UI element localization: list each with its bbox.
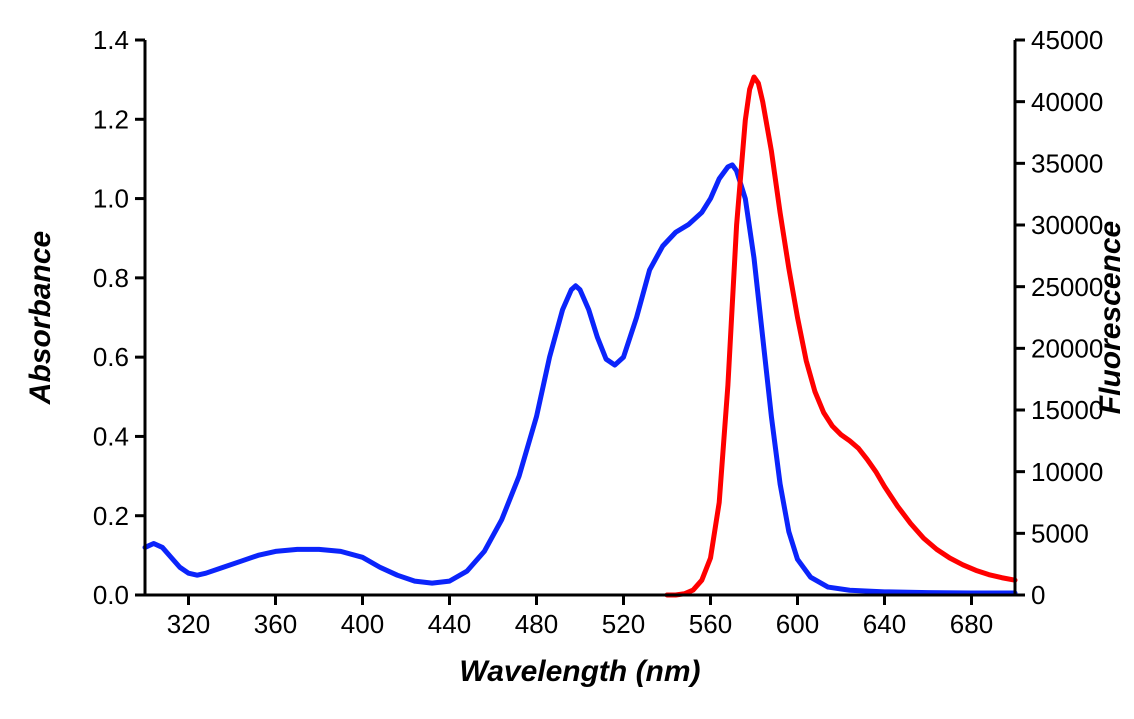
x-tick-label: 360 [254, 609, 297, 639]
y-left-tick-label: 0.6 [93, 342, 129, 372]
y-right-tick-label: 15000 [1031, 395, 1103, 425]
x-tick-label: 440 [428, 609, 471, 639]
x-tick-label: 320 [167, 609, 210, 639]
spectrum-chart: 320 360 400 440 480 520 560 600 640 680 0.0 0.2 0.4 0… [0, 0, 1134, 719]
x-tick-label: 400 [341, 609, 384, 639]
y-right-tick-label: 45000 [1031, 25, 1103, 55]
x-axis-label: Wavelength (nm) [459, 655, 700, 688]
y-right-axis-label: Fluorescence [1094, 221, 1127, 414]
x-tick-label: 560 [689, 609, 732, 639]
y-right-tick-label: 25000 [1031, 272, 1103, 302]
y-left-tick-label: 0.2 [93, 501, 129, 531]
y-left-tick-label: 0.8 [93, 263, 129, 293]
y-right-tick-label: 35000 [1031, 148, 1103, 178]
y-right-tick-label: 10000 [1031, 457, 1103, 487]
x-tick-label: 600 [776, 609, 819, 639]
chart-svg: 320 360 400 440 480 520 560 600 640 680 0.0 0.2 0.4 0… [0, 0, 1134, 719]
x-tick-label: 680 [950, 609, 993, 639]
x-tick-label: 480 [515, 609, 558, 639]
y-right-tick-label: 20000 [1031, 333, 1103, 363]
y-right-tick-label: 30000 [1031, 210, 1103, 240]
y-right-tick-label: 40000 [1031, 87, 1103, 117]
y-left-tick-label: 1.0 [93, 184, 129, 214]
y-right-tick-label: 0 [1031, 580, 1045, 610]
y-right-tick-label: 5000 [1031, 518, 1089, 548]
y-left-tick-label: 0.0 [93, 580, 129, 610]
x-tick-label: 520 [602, 609, 645, 639]
y-left-axis-label: Absorbance [24, 231, 57, 405]
x-tick-label: 640 [863, 609, 906, 639]
y-left-tick-label: 1.2 [93, 104, 129, 134]
y-left-tick-label: 1.4 [93, 25, 129, 55]
y-left-tick-label: 0.4 [93, 422, 129, 452]
